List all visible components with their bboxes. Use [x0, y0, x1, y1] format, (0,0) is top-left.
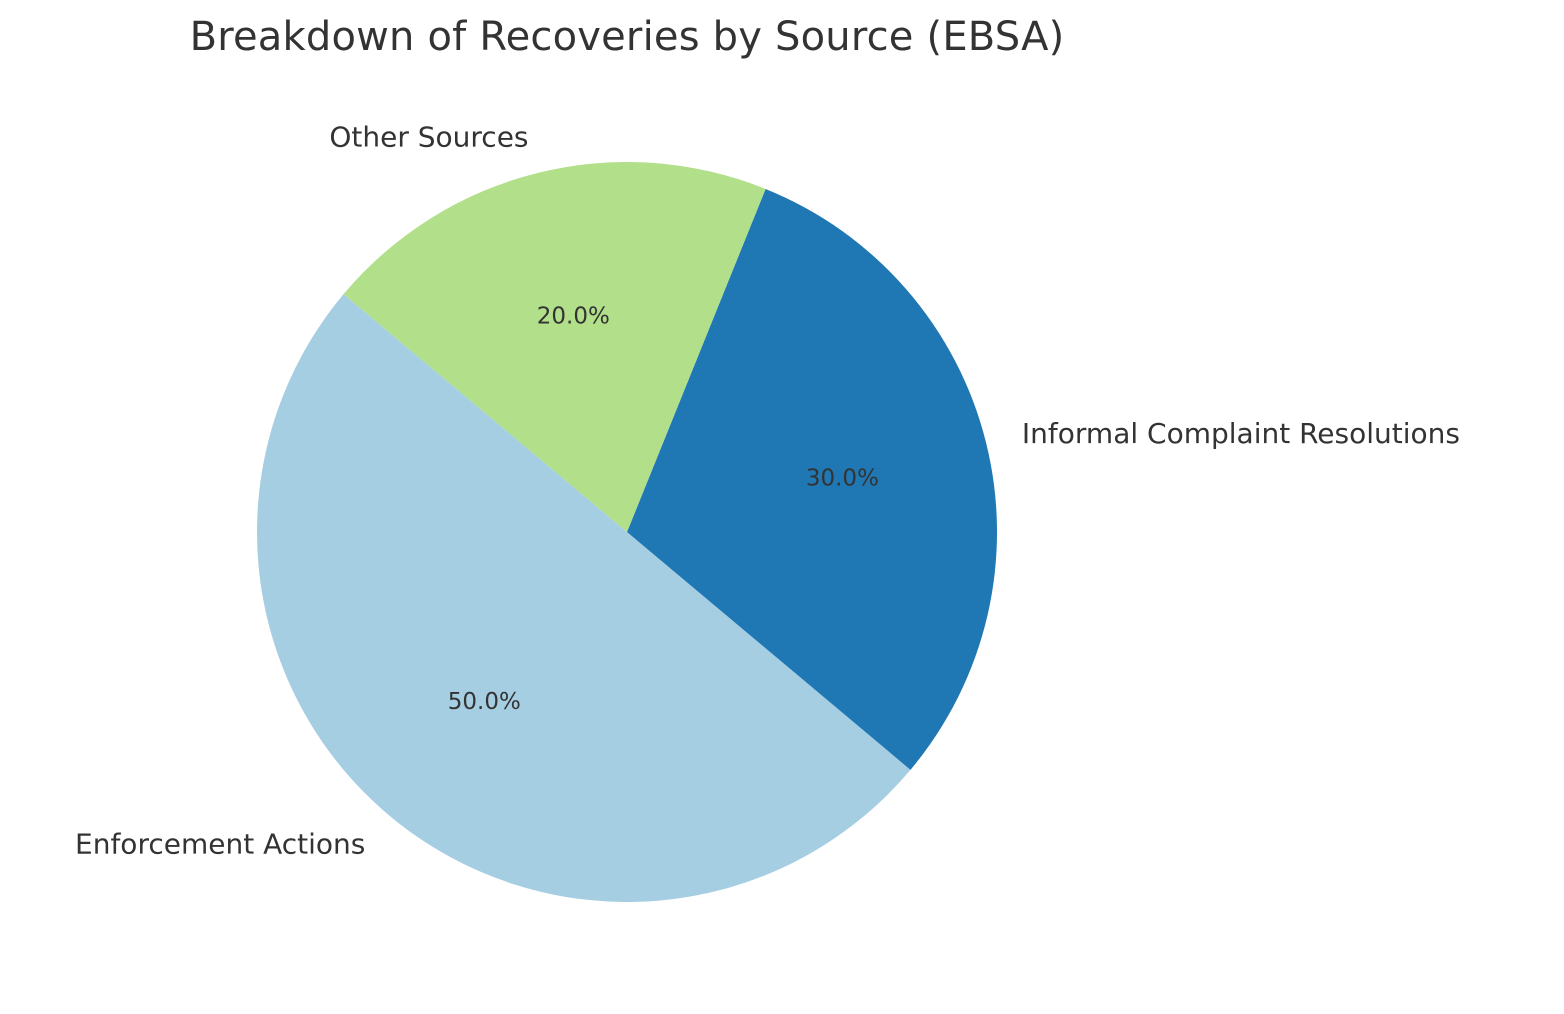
slice-label-informal-complaint-resolutions: Informal Complaint Resolutions — [1022, 417, 1460, 450]
pct-label-other-sources: 20.0% — [537, 304, 610, 330]
pie-slice-informal-complaint-resolutions — [627, 188, 998, 770]
slice-label-enforcement-actions: Enforcement Actions — [75, 827, 365, 860]
pct-label-enforcement-actions: 50.0% — [448, 689, 521, 715]
pct-label-informal-complaint-resolutions: 30.0% — [806, 465, 879, 491]
chart-title: Breakdown of Recoveries by Source (EBSA) — [189, 14, 1065, 60]
slice-label-other-sources: Other Sources — [329, 121, 528, 154]
pie-slice-enforcement-actions — [256, 294, 911, 903]
pie-slice-other-sources — [343, 161, 766, 532]
